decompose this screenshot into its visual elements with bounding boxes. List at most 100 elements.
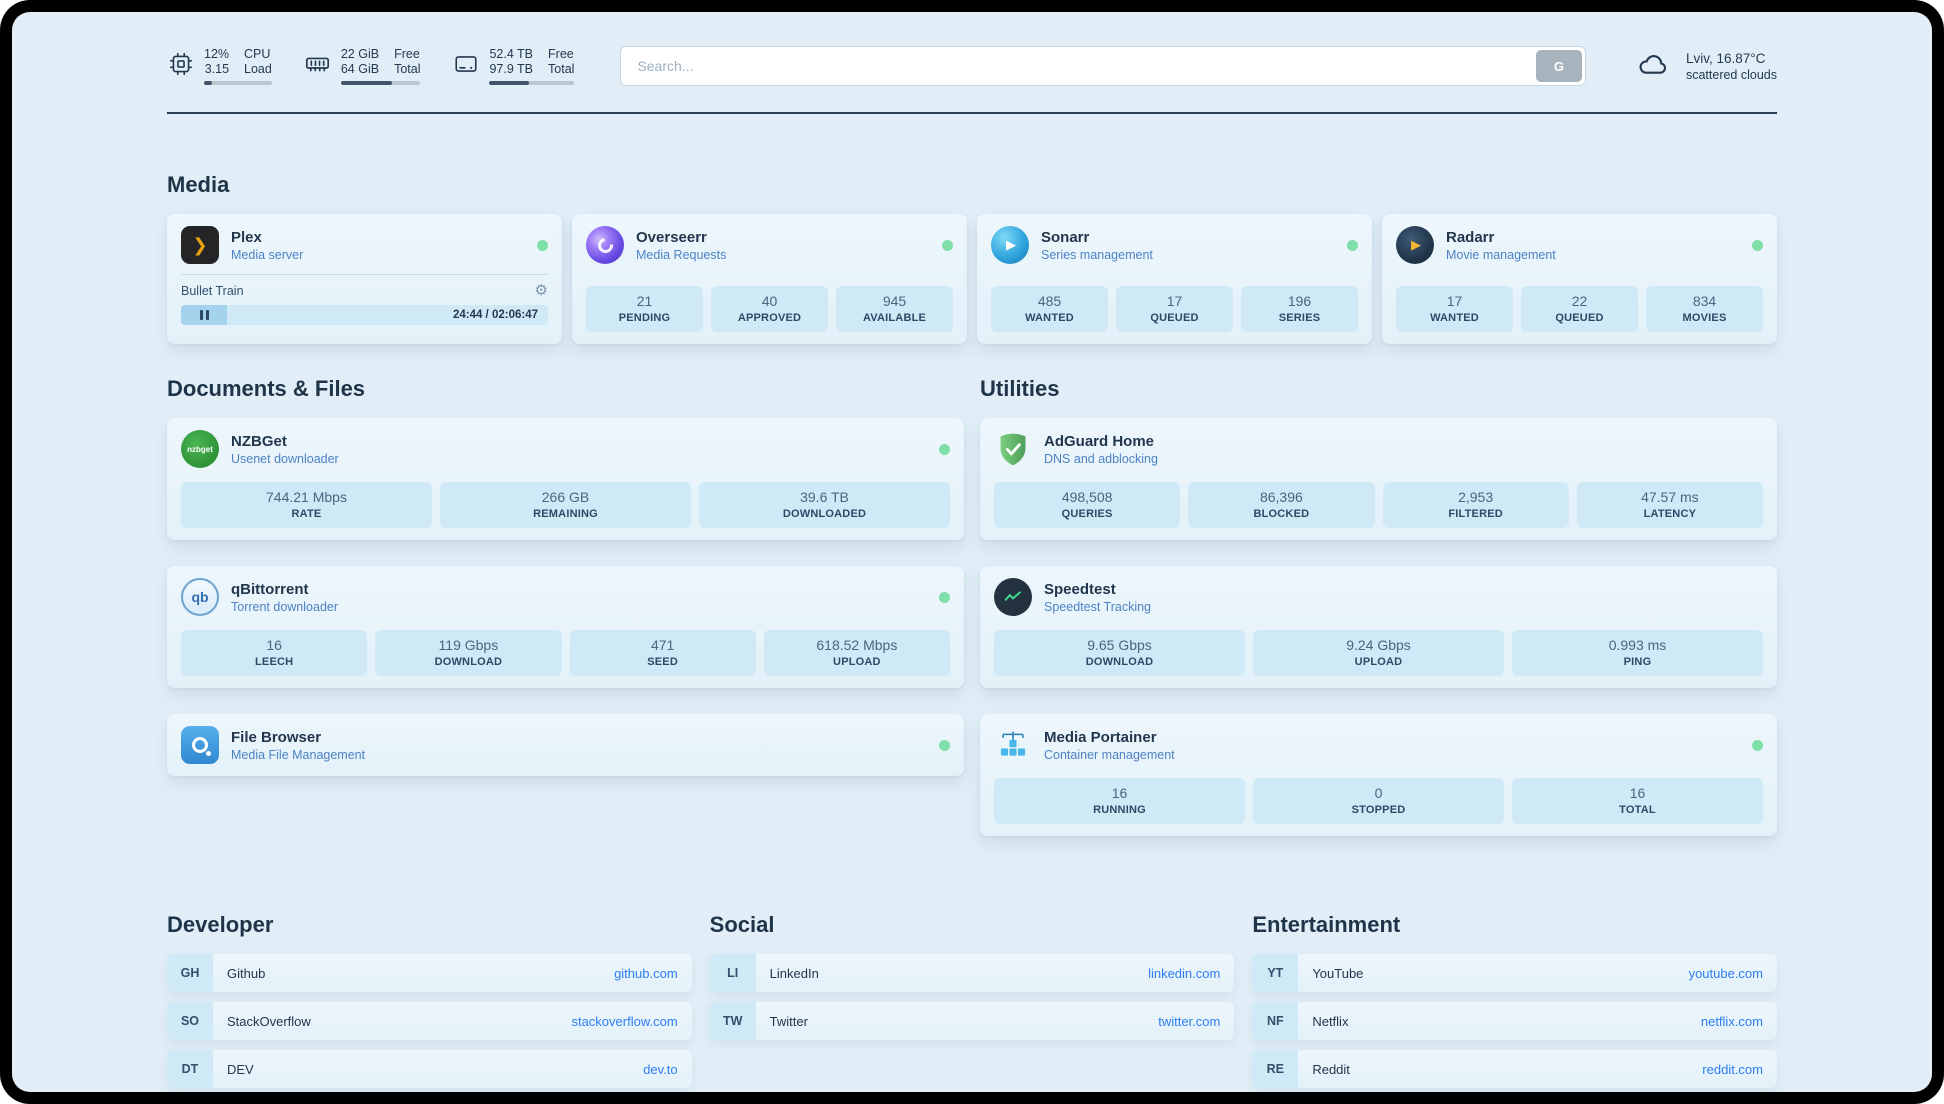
stat-label: DOWNLOADED (782, 508, 867, 520)
search-bar: G (620, 46, 1586, 86)
stat-value: 16 (266, 637, 282, 653)
filebrowser-icon (181, 726, 219, 764)
bookmark-stackoverflow[interactable]: SO StackOverflow stackoverflow.com (167, 1002, 692, 1040)
cpu-icon (167, 50, 194, 77)
status-dot (1347, 239, 1358, 251)
stat-label: SEED (647, 656, 678, 668)
stat-label: DOWNLOAD (434, 656, 503, 668)
bookmark-netflix[interactable]: NF Netflix netflix.com (1252, 1002, 1777, 1040)
search-input[interactable] (620, 46, 1586, 86)
stat-label: SERIES (1278, 312, 1321, 324)
filebrowser-card[interactable]: File Browser Media File Management (167, 714, 964, 776)
plex-card[interactable]: ❯ Plex Media server Bullet Train ⚙ 24:44… (167, 214, 562, 344)
radarr-card[interactable]: ▶ Radarr Movie management 17 WANTED 22 Q… (1382, 214, 1777, 344)
app-subtitle: Media Requests (636, 247, 727, 262)
stat-value: 471 (650, 637, 675, 653)
app-subtitle: Container management (1044, 747, 1175, 762)
bookmark-abbr: TW (709, 1002, 756, 1040)
stat-value: 834 (1692, 293, 1717, 309)
qbittorrent-card[interactable]: qb qBittorrent Torrent downloader 16 LEE… (167, 566, 964, 688)
storage-free-value: 52.4 TB (489, 47, 534, 61)
stat-label: RUNNING (1093, 804, 1146, 816)
sonarr-icon: ▶ (991, 226, 1029, 264)
stat-tile: 744.21 Mbps RATE (181, 482, 432, 528)
bookmark-twitter[interactable]: TW Twitter twitter.com (709, 1002, 1235, 1040)
cpu-progress-bar (204, 81, 272, 85)
bookmark-name: Netflix (1312, 1013, 1349, 1029)
section-title-entertainment: Entertainment (1252, 912, 1401, 937)
dashboard-content: 12% CPU 3.15 Load (167, 12, 1777, 1092)
status-dot (942, 239, 953, 251)
app-name: NZBGet (231, 432, 287, 450)
stat-tile: 196 SERIES (1241, 286, 1358, 332)
weather-widget[interactable]: Lviv, 16.87°C scattered clouds (1632, 48, 1777, 85)
cpu-load-value: 3.15 (204, 62, 230, 76)
status-dot (1752, 739, 1763, 751)
bookmark-youtube[interactable]: YT YouTube youtube.com (1252, 954, 1777, 992)
stat-tile: 266 GB REMAINING (440, 482, 691, 528)
app-subtitle: Speedtest Tracking (1044, 599, 1152, 614)
bookmark-linkedin[interactable]: LI LinkedIn linkedin.com (709, 954, 1235, 992)
section-title-utilities: Utilities (980, 376, 1060, 401)
app-subtitle: Media File Management (231, 747, 366, 762)
memory-free-label: Free (394, 47, 420, 61)
stat-value: 22 (1571, 293, 1588, 309)
app-name: Overseerr (636, 228, 707, 246)
weather-condition: scattered clouds (1685, 67, 1777, 82)
bookmark-url: twitter.com (1158, 1013, 1221, 1029)
section-title-developer: Developer (167, 912, 274, 937)
portainer-card[interactable]: Media Portainer Container management 16 … (980, 714, 1777, 836)
adguard-card[interactable]: AdGuard Home DNS and adblocking 498,508 … (980, 418, 1777, 540)
stat-value: 2,953 (1458, 489, 1494, 505)
weather-location: Lviv, 16.87°C (1685, 50, 1766, 66)
bookmark-abbr: LI (709, 954, 756, 992)
stat-label: WANTED (1025, 312, 1074, 324)
bookmark-reddit[interactable]: RE Reddit reddit.com (1252, 1050, 1777, 1088)
app-subtitle: Movie management (1446, 247, 1556, 262)
bookmark-github[interactable]: GH Github github.com (167, 954, 692, 992)
stat-value: 16 (1111, 785, 1128, 801)
stat-value: 618.52 Mbps (816, 637, 898, 653)
stat-value: 485 (1037, 293, 1062, 309)
bookmark-group-entertainment: Entertainment YT YouTube youtube.com NF … (1252, 912, 1777, 1092)
stat-label: DOWNLOAD (1085, 656, 1154, 668)
nzbget-card[interactable]: nzbget NZBGet Usenet downloader 744.21 M… (167, 418, 964, 540)
storage-icon (452, 50, 479, 77)
app-name: qBittorrent (231, 580, 309, 598)
bookmark-name: YouTube (1312, 965, 1364, 981)
stat-value: 17 (1446, 293, 1463, 309)
bookmark-abbr: SO (167, 1002, 213, 1040)
system-stats: 12% CPU 3.15 Load (167, 47, 575, 85)
stat-tile: 47.57 ms LATENCY (1576, 482, 1763, 528)
memory-icon (304, 50, 331, 77)
search-engine-button[interactable]: G (1535, 50, 1582, 82)
stat-tile: 2,953 FILTERED (1382, 482, 1569, 528)
app-name: AdGuard Home (1044, 432, 1155, 450)
sonarr-card[interactable]: ▶ Sonarr Series management 485 WANTED 17… (977, 214, 1372, 344)
stat-label: TOTAL (1619, 804, 1656, 816)
cpu-usage-value: 12% (204, 47, 230, 61)
bookmark-group-social: Social LI LinkedIn linkedin.com TW Twitt… (709, 912, 1235, 1050)
stat-value: 16 (1629, 785, 1646, 801)
speedtest-card[interactable]: Speedtest Speedtest Tracking 9.65 Gbps D… (980, 566, 1777, 688)
stat-label: APPROVED (737, 312, 802, 324)
radarr-icon: ▶ (1396, 226, 1434, 264)
bookmark-name: Github (227, 965, 266, 981)
bookmark-url: github.com (614, 965, 678, 981)
stat-tile: 485 WANTED (991, 286, 1108, 332)
stat-tile: 834 MOVIES (1646, 286, 1763, 332)
bookmark-group-developer: Developer GH Github github.com SO StackO… (167, 912, 692, 1092)
app-subtitle: Media server (231, 247, 304, 262)
stat-value: 266 GB (541, 489, 590, 505)
stat-value: 498,508 (1061, 489, 1113, 505)
storage-total-label: Total (548, 62, 575, 76)
bookmarks-section: Developer GH Github github.com SO StackO… (167, 912, 1777, 1092)
overseerr-card[interactable]: Overseerr Media Requests 21 PENDING 40 A… (572, 214, 967, 344)
bookmark-dev[interactable]: DT DEV dev.to (167, 1050, 692, 1088)
playback-bar[interactable]: 24:44 / 02:06:47 (181, 305, 548, 325)
plex-now-playing: Bullet Train ⚙ 24:44 / 02:06:47 (181, 274, 548, 325)
pause-button[interactable] (181, 305, 227, 325)
app-subtitle: Usenet downloader (231, 451, 339, 466)
stat-value: 47.57 ms (1641, 489, 1699, 505)
gear-icon[interactable]: ⚙ (534, 282, 548, 299)
